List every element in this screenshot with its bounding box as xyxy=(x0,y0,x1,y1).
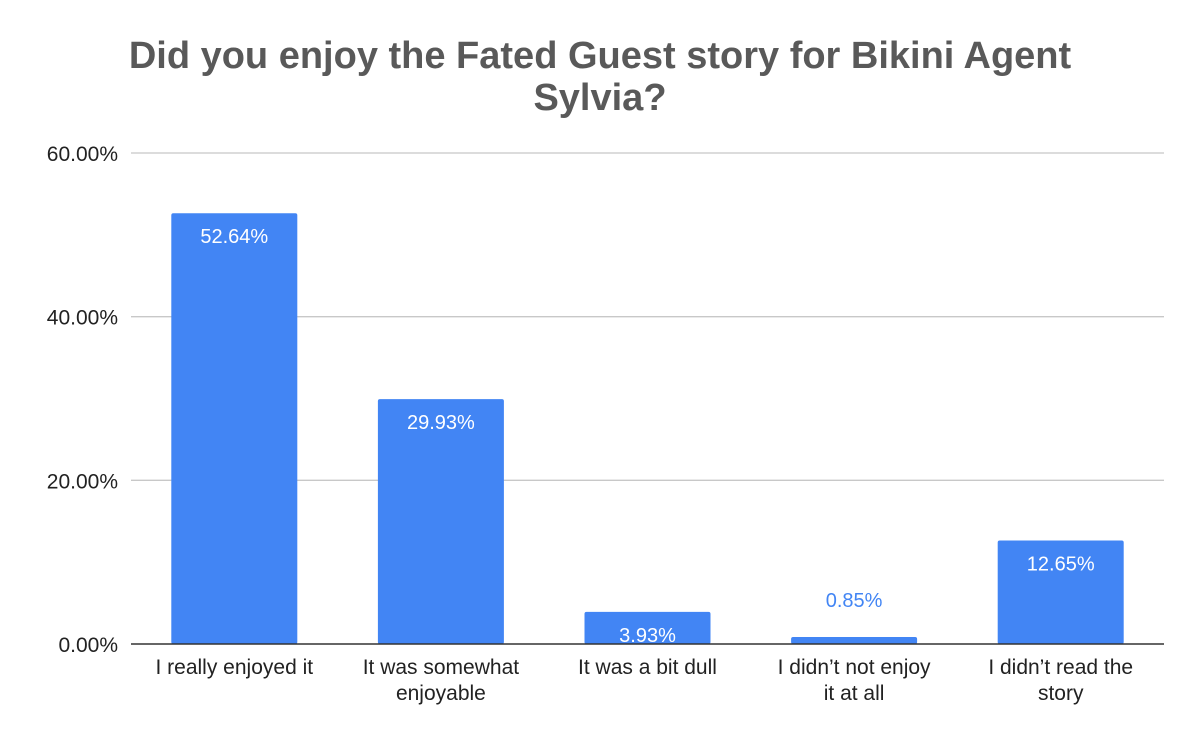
x-tick-label: I didn’t not enjoy xyxy=(778,656,931,679)
bar xyxy=(791,637,918,644)
data-label: 12.65% xyxy=(1027,553,1095,575)
chart-title: Did you enjoy the Fated Guest story for … xyxy=(129,35,1072,119)
bars xyxy=(171,213,1124,644)
x-tick-label: It was somewhat xyxy=(363,656,520,679)
x-tick-label: enjoyable xyxy=(396,682,486,705)
data-label: 29.93% xyxy=(407,412,475,434)
y-axis-tick-labels: 0.00% 20.00% 40.00% 60.00% xyxy=(47,143,118,657)
x-axis-category-labels: I really enjoyed it It was somewhat enjoya… xyxy=(156,656,1134,705)
gridlines xyxy=(131,152,1164,481)
y-tick-label: 0.00% xyxy=(58,634,118,657)
bar xyxy=(584,611,711,644)
x-tick-label: I really enjoyed it xyxy=(156,656,314,679)
data-label: 0.85% xyxy=(826,590,883,612)
x-tick-label: story xyxy=(1038,682,1084,705)
bar xyxy=(997,540,1124,644)
data-labels: 52.64% 29.93% 3.93% 0.85% 12.65% xyxy=(200,226,1094,647)
data-label: 52.64% xyxy=(200,226,268,248)
bar xyxy=(377,399,504,644)
chart-title-line: Did you enjoy the Fated Guest story for … xyxy=(129,35,1072,77)
y-tick-label: 20.00% xyxy=(47,470,118,493)
y-tick-label: 60.00% xyxy=(47,143,118,166)
chart-title-line: Sylvia? xyxy=(533,77,666,119)
data-label: 3.93% xyxy=(619,625,676,647)
y-tick-label: 40.00% xyxy=(47,307,118,330)
x-tick-label: I didn’t read the xyxy=(988,656,1133,679)
bar xyxy=(171,213,298,644)
x-tick-label: it at all xyxy=(824,682,885,705)
x-tick-label: It was a bit dull xyxy=(578,656,717,679)
